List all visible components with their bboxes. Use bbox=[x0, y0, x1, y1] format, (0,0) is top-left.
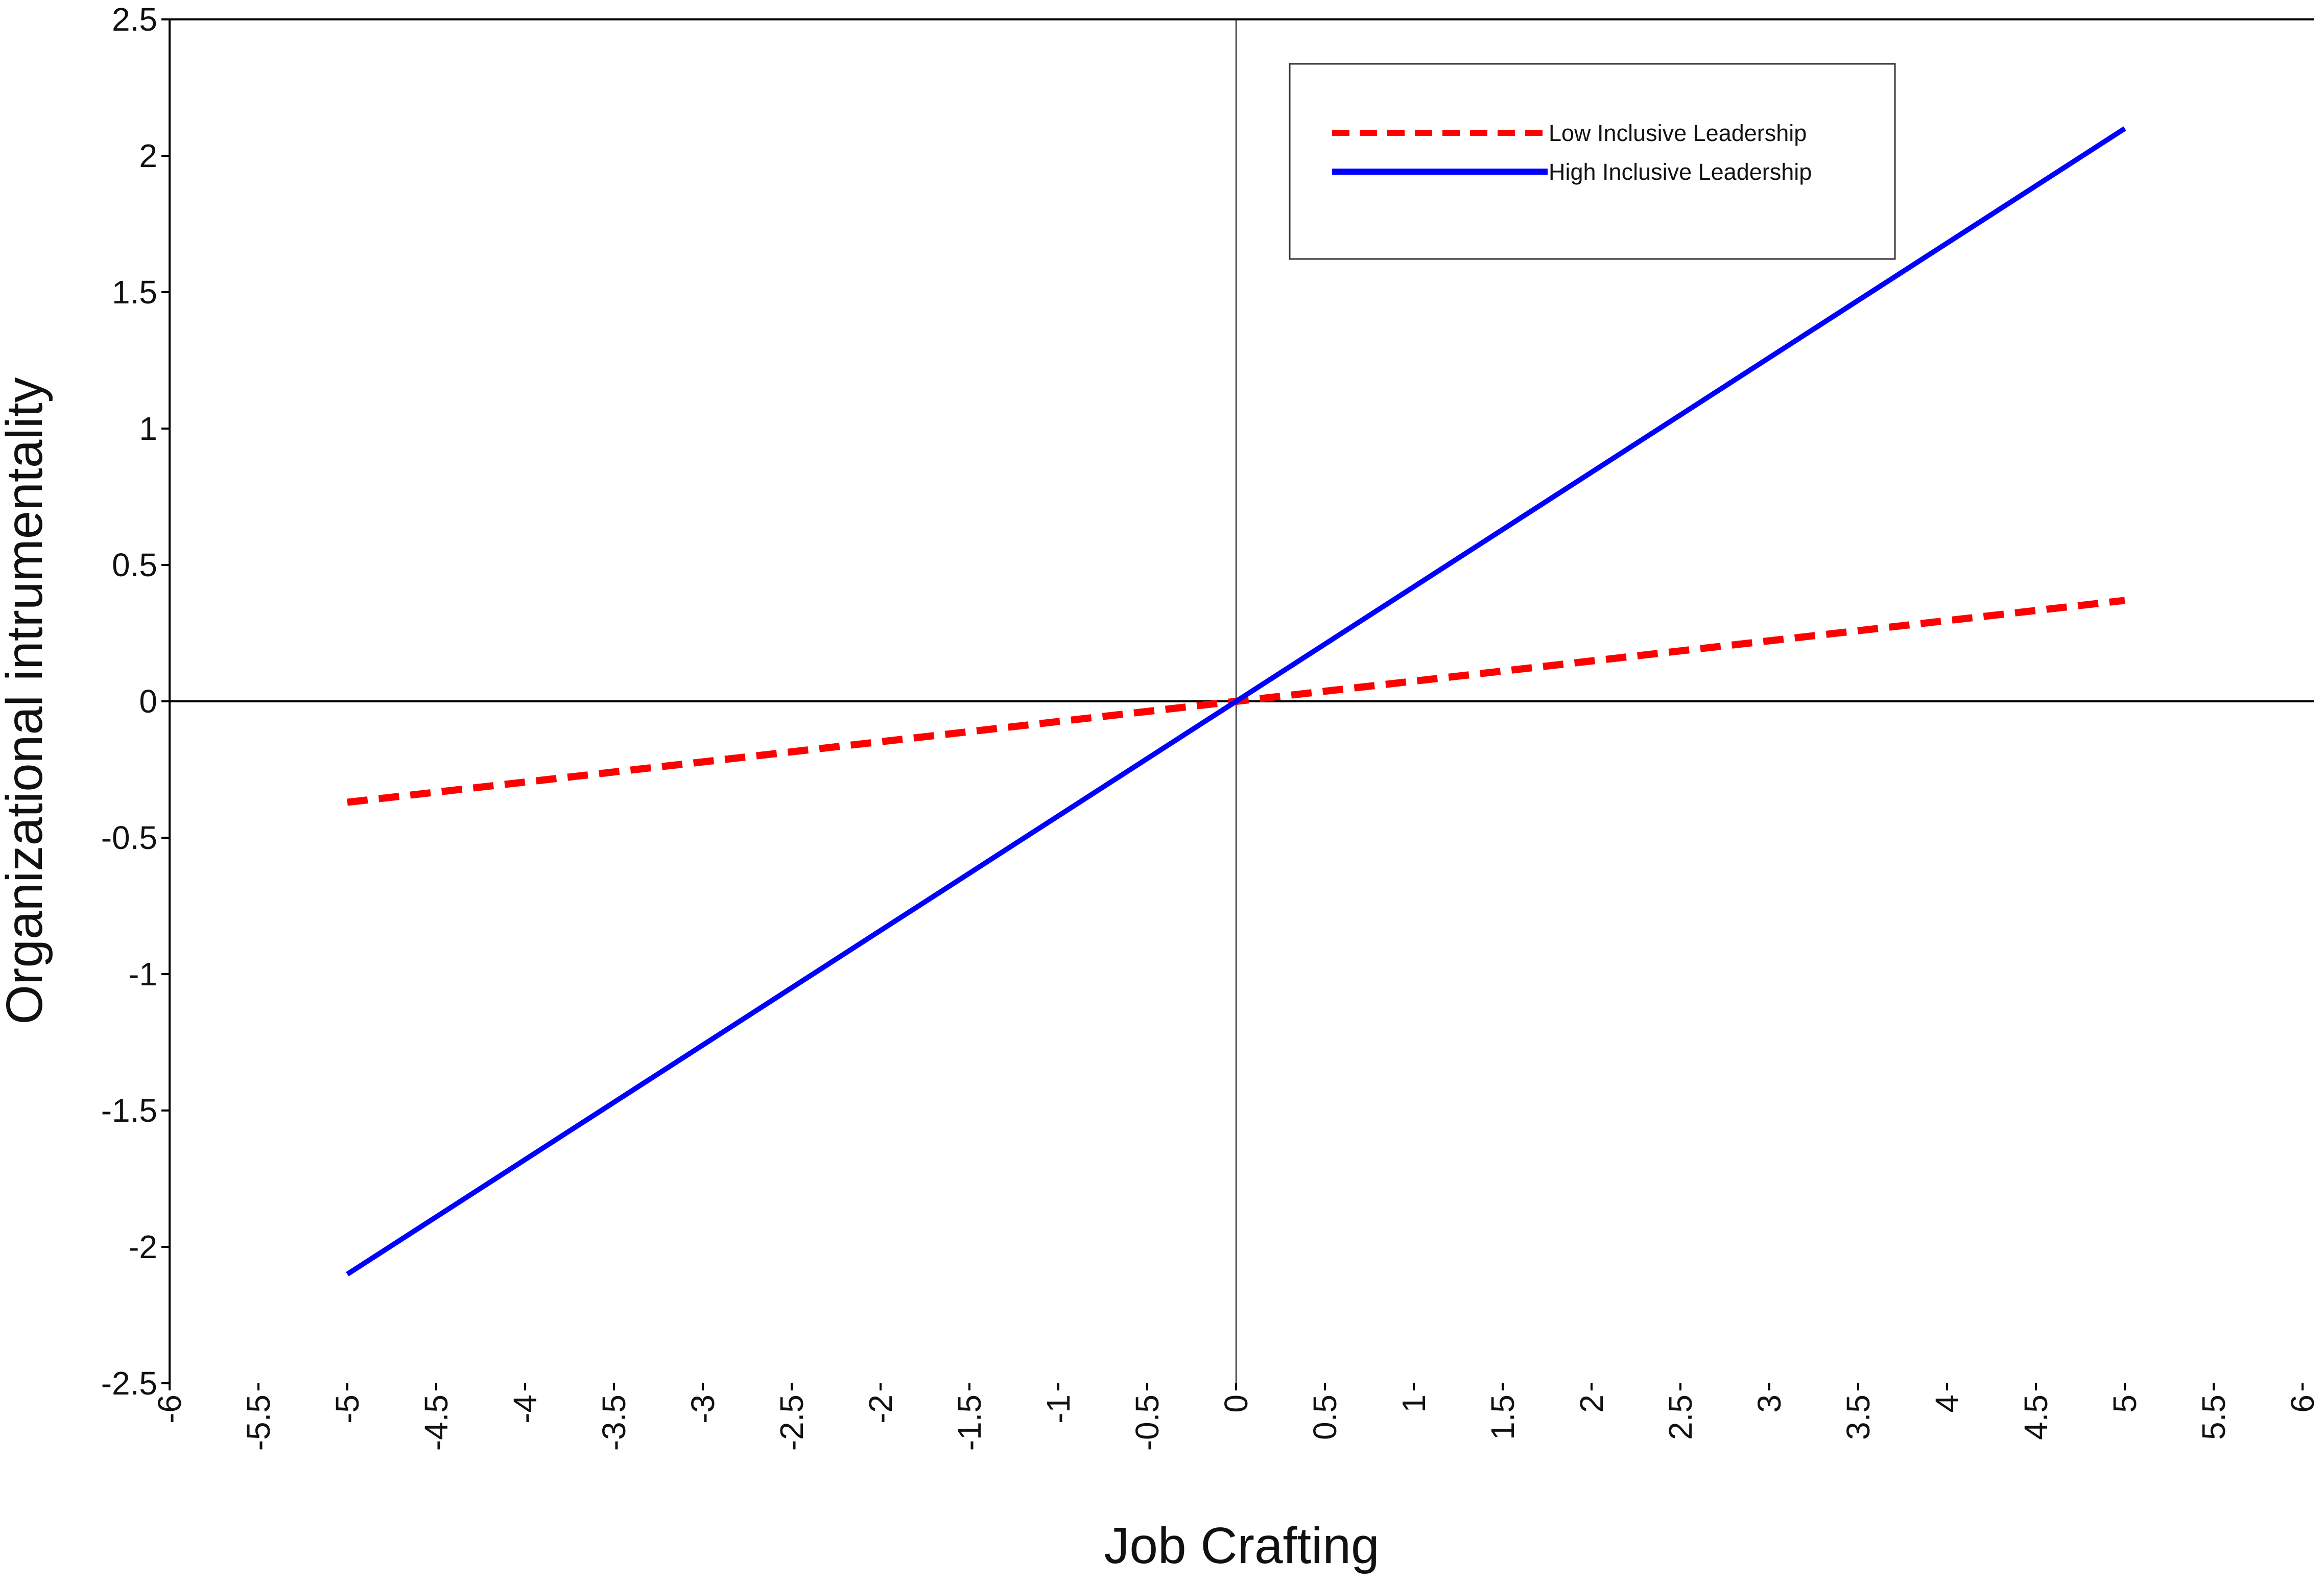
x-tick-label-neg-0p5: -0.5 bbox=[1129, 1395, 1166, 1451]
x-tick-label-5: 5 bbox=[2106, 1395, 2143, 1413]
y-tick-label-neg-1p5: -1.5 bbox=[101, 1092, 157, 1129]
x-tick-label-neg-3: -3 bbox=[684, 1395, 721, 1424]
y-axis-ticks: 2.5 2 1.5 1 0.5 0 -0.5 -1 -1.5 -2 -2.5 bbox=[101, 1, 170, 1402]
x-tick-label-neg-4: -4 bbox=[507, 1395, 543, 1424]
y-axis-title: Organizational intrumentality bbox=[0, 377, 53, 1024]
x-axis-title: Job Crafting bbox=[1104, 1517, 1379, 1574]
x-tick-label-0p5: 0.5 bbox=[1307, 1395, 1343, 1440]
x-tick-label-5p5: 5.5 bbox=[2195, 1395, 2232, 1440]
x-tick-label-6: 6 bbox=[2284, 1395, 2321, 1413]
x-tick-label-3p5: 3.5 bbox=[1840, 1395, 1877, 1440]
legend-label-high-inclusive-leadership: High Inclusive Leadership bbox=[1549, 159, 1812, 185]
x-tick-label-3: 3 bbox=[1751, 1395, 1788, 1413]
y-tick-label-neg-2: -2 bbox=[128, 1228, 157, 1265]
x-tick-label-neg-4p5: -4.5 bbox=[418, 1395, 455, 1451]
x-tick-label-2: 2 bbox=[1573, 1395, 1610, 1413]
x-tick-label-neg-3p5: -3.5 bbox=[596, 1395, 632, 1451]
legend-box bbox=[1289, 63, 1896, 260]
x-tick-label-neg-2p5: -2.5 bbox=[773, 1395, 810, 1451]
y-tick-label-1p5: 1.5 bbox=[112, 274, 157, 311]
x-tick-label-4p5: 4.5 bbox=[2018, 1395, 2054, 1440]
x-tick-label-2p5: 2.5 bbox=[1662, 1395, 1699, 1440]
y-tick-label-2: 2 bbox=[139, 137, 157, 174]
y-tick-label-2p5: 2.5 bbox=[112, 1, 157, 38]
x-tick-label-neg-6: -6 bbox=[151, 1395, 188, 1424]
y-tick-label-neg-0p5: -0.5 bbox=[101, 819, 157, 856]
y-tick-label-1: 1 bbox=[139, 410, 157, 447]
x-tick-label-1p5: 1.5 bbox=[1484, 1395, 1521, 1440]
x-tick-label-1: 1 bbox=[1395, 1395, 1432, 1413]
y-tick-label-neg-1: -1 bbox=[128, 956, 157, 993]
x-tick-label-4: 4 bbox=[1929, 1395, 1965, 1413]
legend: Low Inclusive Leadership High Inclusive … bbox=[1289, 63, 1896, 260]
y-tick-label-0: 0 bbox=[139, 683, 157, 720]
series-line-high-inclusive-leadership bbox=[346, 126, 2126, 1277]
x-tick-label-neg-1: -1 bbox=[1040, 1395, 1077, 1424]
x-tick-label-neg-5p5: -5.5 bbox=[240, 1395, 277, 1451]
x-tick-label-neg-1p5: -1.5 bbox=[951, 1395, 988, 1451]
x-tick-label-0: 0 bbox=[1218, 1395, 1254, 1413]
x-tick-label-neg-2: -2 bbox=[862, 1395, 899, 1424]
x-axis-ticks: -6 -5.5 -5 -4.5 -4 -3.5 -3 -2.5 -2 -1.5 -1 -0.5 0 0.5… bbox=[151, 1383, 2321, 1451]
legend-label-low-inclusive-leadership: Low Inclusive Leadership bbox=[1549, 120, 1807, 146]
y-tick-label-neg-2p5: -2.5 bbox=[101, 1365, 157, 1402]
x-tick-label-neg-5: -5 bbox=[329, 1395, 366, 1424]
y-tick-label-0p5: 0.5 bbox=[112, 547, 157, 583]
series-layer bbox=[346, 126, 2126, 1277]
